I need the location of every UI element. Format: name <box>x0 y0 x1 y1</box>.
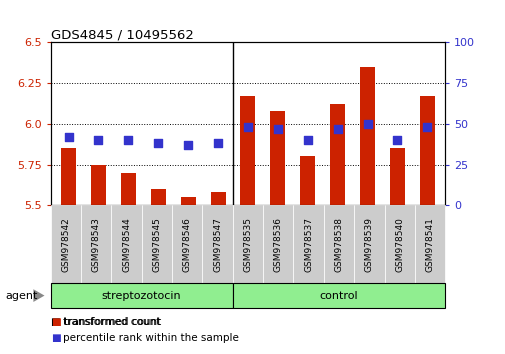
Text: GSM978535: GSM978535 <box>243 217 252 272</box>
Text: streptozotocin: streptozotocin <box>102 291 181 301</box>
Text: ■: ■ <box>50 318 60 327</box>
Bar <box>270 111 285 205</box>
Text: GSM978546: GSM978546 <box>182 217 191 272</box>
Text: GSM978538: GSM978538 <box>334 217 343 272</box>
Text: GSM978541: GSM978541 <box>425 217 434 272</box>
Text: percentile rank within the sample: percentile rank within the sample <box>63 333 239 343</box>
Point <box>273 126 281 132</box>
Bar <box>240 96 255 205</box>
Bar <box>91 165 106 205</box>
Text: ■ transformed count: ■ transformed count <box>50 318 161 327</box>
Point <box>214 141 222 146</box>
Point <box>154 141 162 146</box>
Point <box>363 121 371 127</box>
Bar <box>180 197 195 205</box>
Bar <box>150 189 166 205</box>
Point <box>184 142 192 148</box>
Text: GSM978545: GSM978545 <box>152 217 161 272</box>
Point <box>333 126 341 132</box>
Bar <box>360 67 374 205</box>
Point <box>124 137 132 143</box>
Text: GSM978539: GSM978539 <box>364 217 373 272</box>
Point <box>303 137 311 143</box>
Bar <box>419 96 434 205</box>
Text: GSM978537: GSM978537 <box>304 217 313 272</box>
Text: agent: agent <box>5 291 37 301</box>
Text: GSM978540: GSM978540 <box>394 217 403 272</box>
Bar <box>299 156 315 205</box>
Text: GSM978543: GSM978543 <box>91 217 100 272</box>
Bar <box>330 104 344 205</box>
Point <box>243 124 251 130</box>
Text: control: control <box>319 291 358 301</box>
Polygon shape <box>33 289 44 302</box>
Point <box>94 137 103 143</box>
Text: GSM978544: GSM978544 <box>122 217 131 272</box>
Text: GSM978547: GSM978547 <box>213 217 222 272</box>
Point <box>423 124 431 130</box>
Bar <box>61 148 76 205</box>
Bar <box>389 148 404 205</box>
Text: GSM978542: GSM978542 <box>61 217 70 272</box>
Text: ■: ■ <box>50 333 60 343</box>
Text: GDS4845 / 10495562: GDS4845 / 10495562 <box>50 28 193 41</box>
Point <box>392 137 400 143</box>
Bar <box>121 173 135 205</box>
Bar <box>210 192 225 205</box>
Text: GSM978536: GSM978536 <box>273 217 282 272</box>
Point <box>64 134 72 140</box>
Text: transformed count: transformed count <box>63 318 160 327</box>
